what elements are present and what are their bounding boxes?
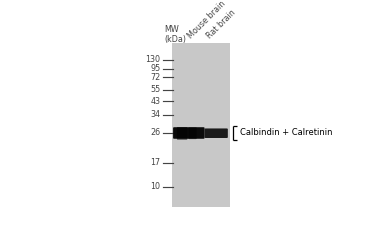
Text: Calbindin + Calretinin: Calbindin + Calretinin [240,128,332,138]
FancyBboxPatch shape [173,127,204,139]
Text: MW: MW [164,25,179,34]
Text: 34: 34 [151,110,161,119]
Text: Mouse brain: Mouse brain [186,0,227,40]
FancyBboxPatch shape [177,127,187,140]
Text: 72: 72 [151,73,161,82]
Bar [172,42,230,207]
Text: (kDa): (kDa) [164,36,186,44]
Text: 17: 17 [151,158,161,167]
FancyBboxPatch shape [204,128,228,138]
Text: Rat brain: Rat brain [205,8,238,40]
Text: 55: 55 [151,85,161,94]
FancyBboxPatch shape [189,127,197,139]
Text: 43: 43 [151,97,161,106]
Text: 95: 95 [151,64,161,73]
Text: 130: 130 [146,55,161,64]
Text: 10: 10 [151,182,161,192]
Text: 26: 26 [151,128,161,138]
